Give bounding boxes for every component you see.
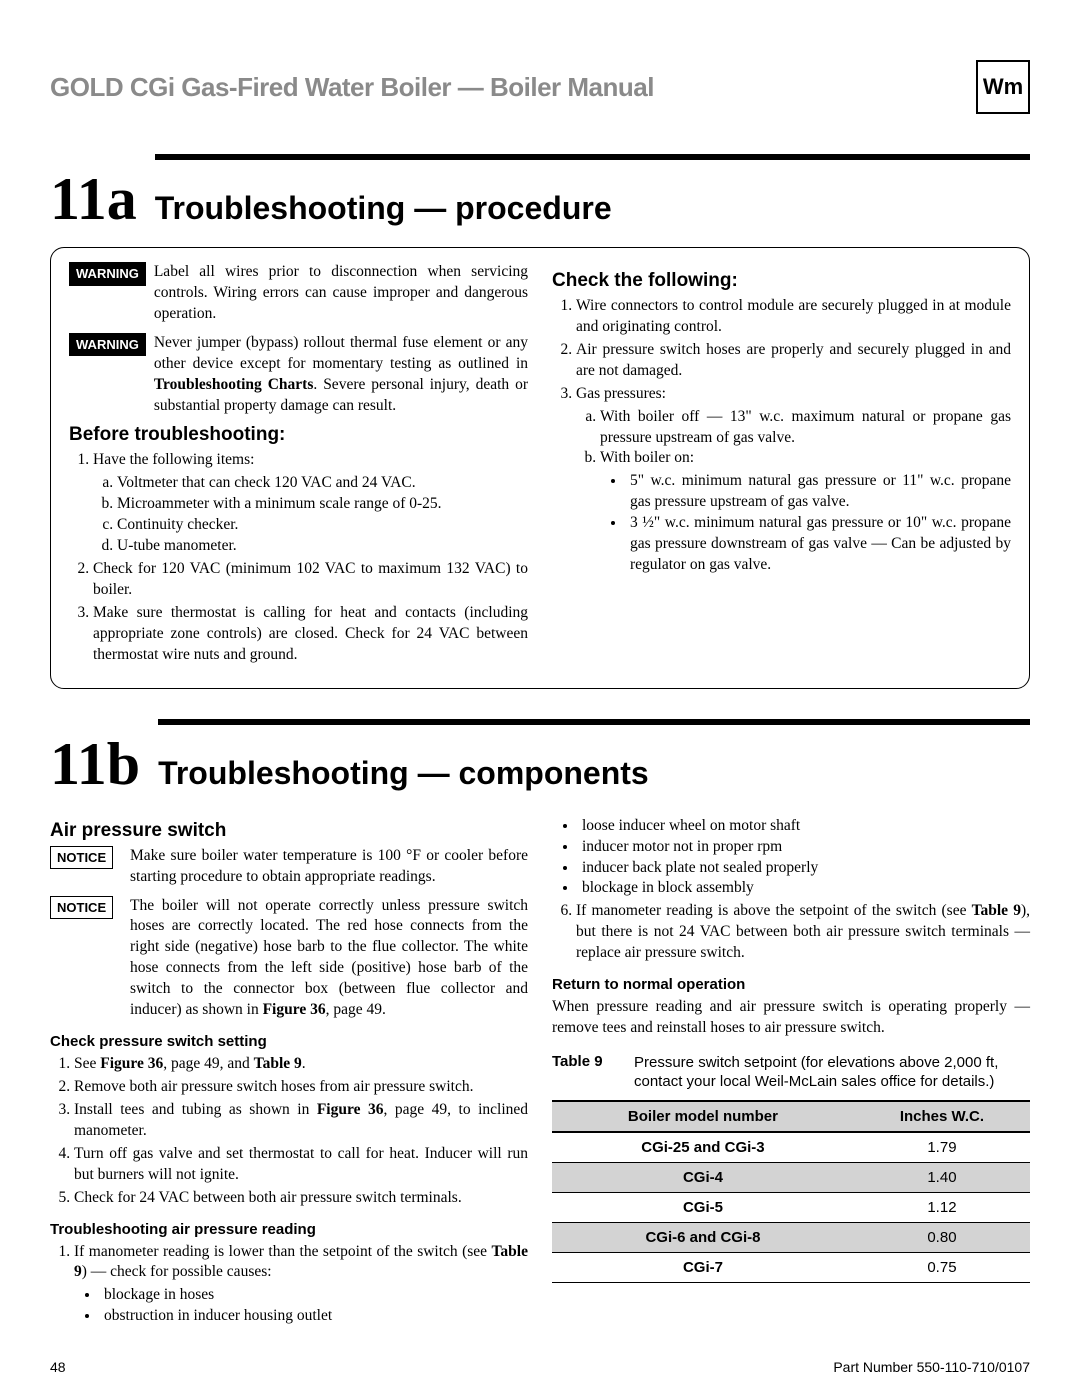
list-item: Turn off gas valve and set thermostat to…: [74, 1144, 528, 1186]
warning-text: Label all wires prior to disconnection w…: [154, 262, 528, 325]
table-header: Boiler model number: [552, 1101, 854, 1132]
check-list: Wire connectors to control module are se…: [552, 296, 1011, 576]
list-item: blockage in hoses: [100, 1285, 528, 1306]
list-item: 3 ½" w.c. minimum natural gas pressure o…: [626, 513, 1011, 576]
brand-logo: Wm: [976, 60, 1030, 114]
manual-title: GOLD CGi Gas-Fired Water Boiler — Boiler…: [50, 72, 654, 103]
list-item: Voltmeter that can check 120 VAC and 24 …: [117, 473, 528, 494]
table-caption: Pressure switch setpoint (for elevations…: [634, 1053, 1030, 1092]
list-item: Install tees and tubing as shown in Figu…: [74, 1100, 528, 1142]
list-item: If manometer reading is lower than the s…: [74, 1242, 528, 1328]
notice-block: NOTICE The boiler will not operate correc…: [50, 896, 528, 1022]
list-item: U-tube manometer.: [117, 536, 528, 557]
table-cell: 1.40: [854, 1162, 1030, 1192]
table-row: CGi-51.12: [552, 1192, 1030, 1222]
list-item: inducer back plate not sealed properly: [578, 858, 1030, 879]
table-label: Table 9: [552, 1053, 622, 1092]
list-item: Check for 24 VAC between both air pressu…: [74, 1188, 528, 1209]
list-item: Gas pressures:With boiler off — 13" w.c.…: [576, 384, 1011, 576]
table-row: CGi-41.40: [552, 1162, 1030, 1192]
table-cell: 0.80: [854, 1222, 1030, 1252]
list-item: Air pressure switch hoses are properly a…: [576, 340, 1011, 382]
section-title: Troubleshooting — components: [158, 755, 1030, 792]
table-cell: 1.12: [854, 1192, 1030, 1222]
list-item: Continuity checker.: [117, 515, 528, 536]
check-heading: Check the following:: [552, 270, 1011, 292]
table-cell: CGi-25 and CGi-3: [552, 1132, 854, 1163]
table-cell: CGi-4: [552, 1162, 854, 1192]
section-number: 11a: [50, 169, 137, 229]
bullets: loose inducer wheel on motor shaftinduce…: [552, 816, 1030, 900]
section-11b-heading: 11b Troubleshooting — components: [50, 719, 1030, 794]
warning-block: WARNING Label all wires prior to disconne…: [69, 262, 528, 325]
table-row: CGi-70.75: [552, 1252, 1030, 1282]
list-item: Have the following items:Voltmeter that …: [93, 450, 528, 557]
rtno-text: When pressure reading and air pressure s…: [552, 997, 1030, 1039]
notice-badge: NOTICE: [50, 896, 113, 920]
table-cell: CGi-5: [552, 1192, 854, 1222]
section-number: 11b: [50, 734, 140, 794]
warning-text: Never jumper (bypass) rollout thermal fu…: [154, 333, 528, 417]
list-item: Wire connectors to control module are se…: [576, 296, 1011, 338]
warning-badge: WARNING: [69, 262, 146, 286]
rtno-heading: Return to normal operation: [552, 976, 1030, 993]
notice-text: The boiler will not operate correctly un…: [130, 896, 528, 1022]
notice-block: NOTICE Make sure boiler water temperature…: [50, 846, 528, 888]
cpss-list: See Figure 36, page 49, and Table 9.Remo…: [50, 1054, 528, 1208]
table-row: CGi-6 and CGi-80.80: [552, 1222, 1030, 1252]
table-cell: 0.75: [854, 1252, 1030, 1282]
table-header: Inches W.C.: [854, 1101, 1030, 1132]
section-11a-heading: 11a Troubleshooting — procedure: [50, 154, 1030, 229]
list-item: See Figure 36, page 49, and Table 9.: [74, 1054, 528, 1075]
table-cell: CGi-7: [552, 1252, 854, 1282]
list-item: If manometer reading is above the setpoi…: [576, 901, 1030, 964]
before-list: Have the following items:Voltmeter that …: [69, 450, 528, 665]
warning-block: WARNING Never jumper (bypass) rollout the…: [69, 333, 528, 417]
list-item: With boiler off — 13" w.c. maximum natur…: [600, 407, 1011, 449]
table9-caption: Table 9 Pressure switch setpoint (for el…: [552, 1053, 1030, 1092]
procedure-box: WARNING Label all wires prior to disconne…: [50, 247, 1030, 689]
list-item: loose inducer wheel on motor shaft: [578, 816, 1030, 837]
footer: 48 Part Number 550-110-710/0107: [50, 1359, 1030, 1375]
list-item: Check for 120 VAC (minimum 102 VAC to ma…: [93, 559, 528, 601]
page-number: 48: [50, 1359, 66, 1375]
header: GOLD CGi Gas-Fired Water Boiler — Boiler…: [50, 60, 1030, 114]
tapr-heading: Troubleshooting air pressure reading: [50, 1221, 528, 1238]
table-row: CGi-25 and CGi-31.79: [552, 1132, 1030, 1163]
list-item: With boiler on:5" w.c. minimum natural g…: [600, 448, 1011, 576]
list-item: inducer motor not in proper rpm: [578, 837, 1030, 858]
tapr-list-6: If manometer reading is above the setpoi…: [552, 901, 1030, 964]
list-item: blockage in block assembly: [578, 878, 1030, 899]
warning-badge: WARNING: [69, 333, 146, 357]
list-item: 5" w.c. minimum natural gas pressure or …: [626, 471, 1011, 513]
aps-heading: Air pressure switch: [50, 820, 528, 842]
section-title: Troubleshooting — procedure: [155, 190, 1030, 227]
cpss-heading: Check pressure switch setting: [50, 1033, 528, 1050]
list-item: Remove both air pressure switch hoses fr…: [74, 1077, 528, 1098]
list-item: obstruction in inducer housing outlet: [100, 1306, 528, 1327]
components-columns: Air pressure switch NOTICE Make sure boil…: [50, 812, 1030, 1332]
page: GOLD CGi Gas-Fired Water Boiler — Boiler…: [0, 0, 1080, 1397]
table-cell: CGi-6 and CGi-8: [552, 1222, 854, 1252]
before-heading: Before troubleshooting:: [69, 424, 528, 446]
table-cell: 1.79: [854, 1132, 1030, 1163]
list-item: Make sure thermostat is calling for heat…: [93, 603, 528, 666]
table9: Boiler model number Inches W.C. CGi-25 a…: [552, 1100, 1030, 1283]
bullets: blockage in hosesobstruction in inducer …: [74, 1285, 528, 1327]
notice-badge: NOTICE: [50, 846, 113, 870]
list-item: Microammeter with a minimum scale range …: [117, 494, 528, 515]
part-number: Part Number 550-110-710/0107: [833, 1359, 1030, 1375]
tapr-list-1: If manometer reading is lower than the s…: [50, 1242, 528, 1328]
notice-text: Make sure boiler water temperature is 10…: [130, 846, 528, 888]
